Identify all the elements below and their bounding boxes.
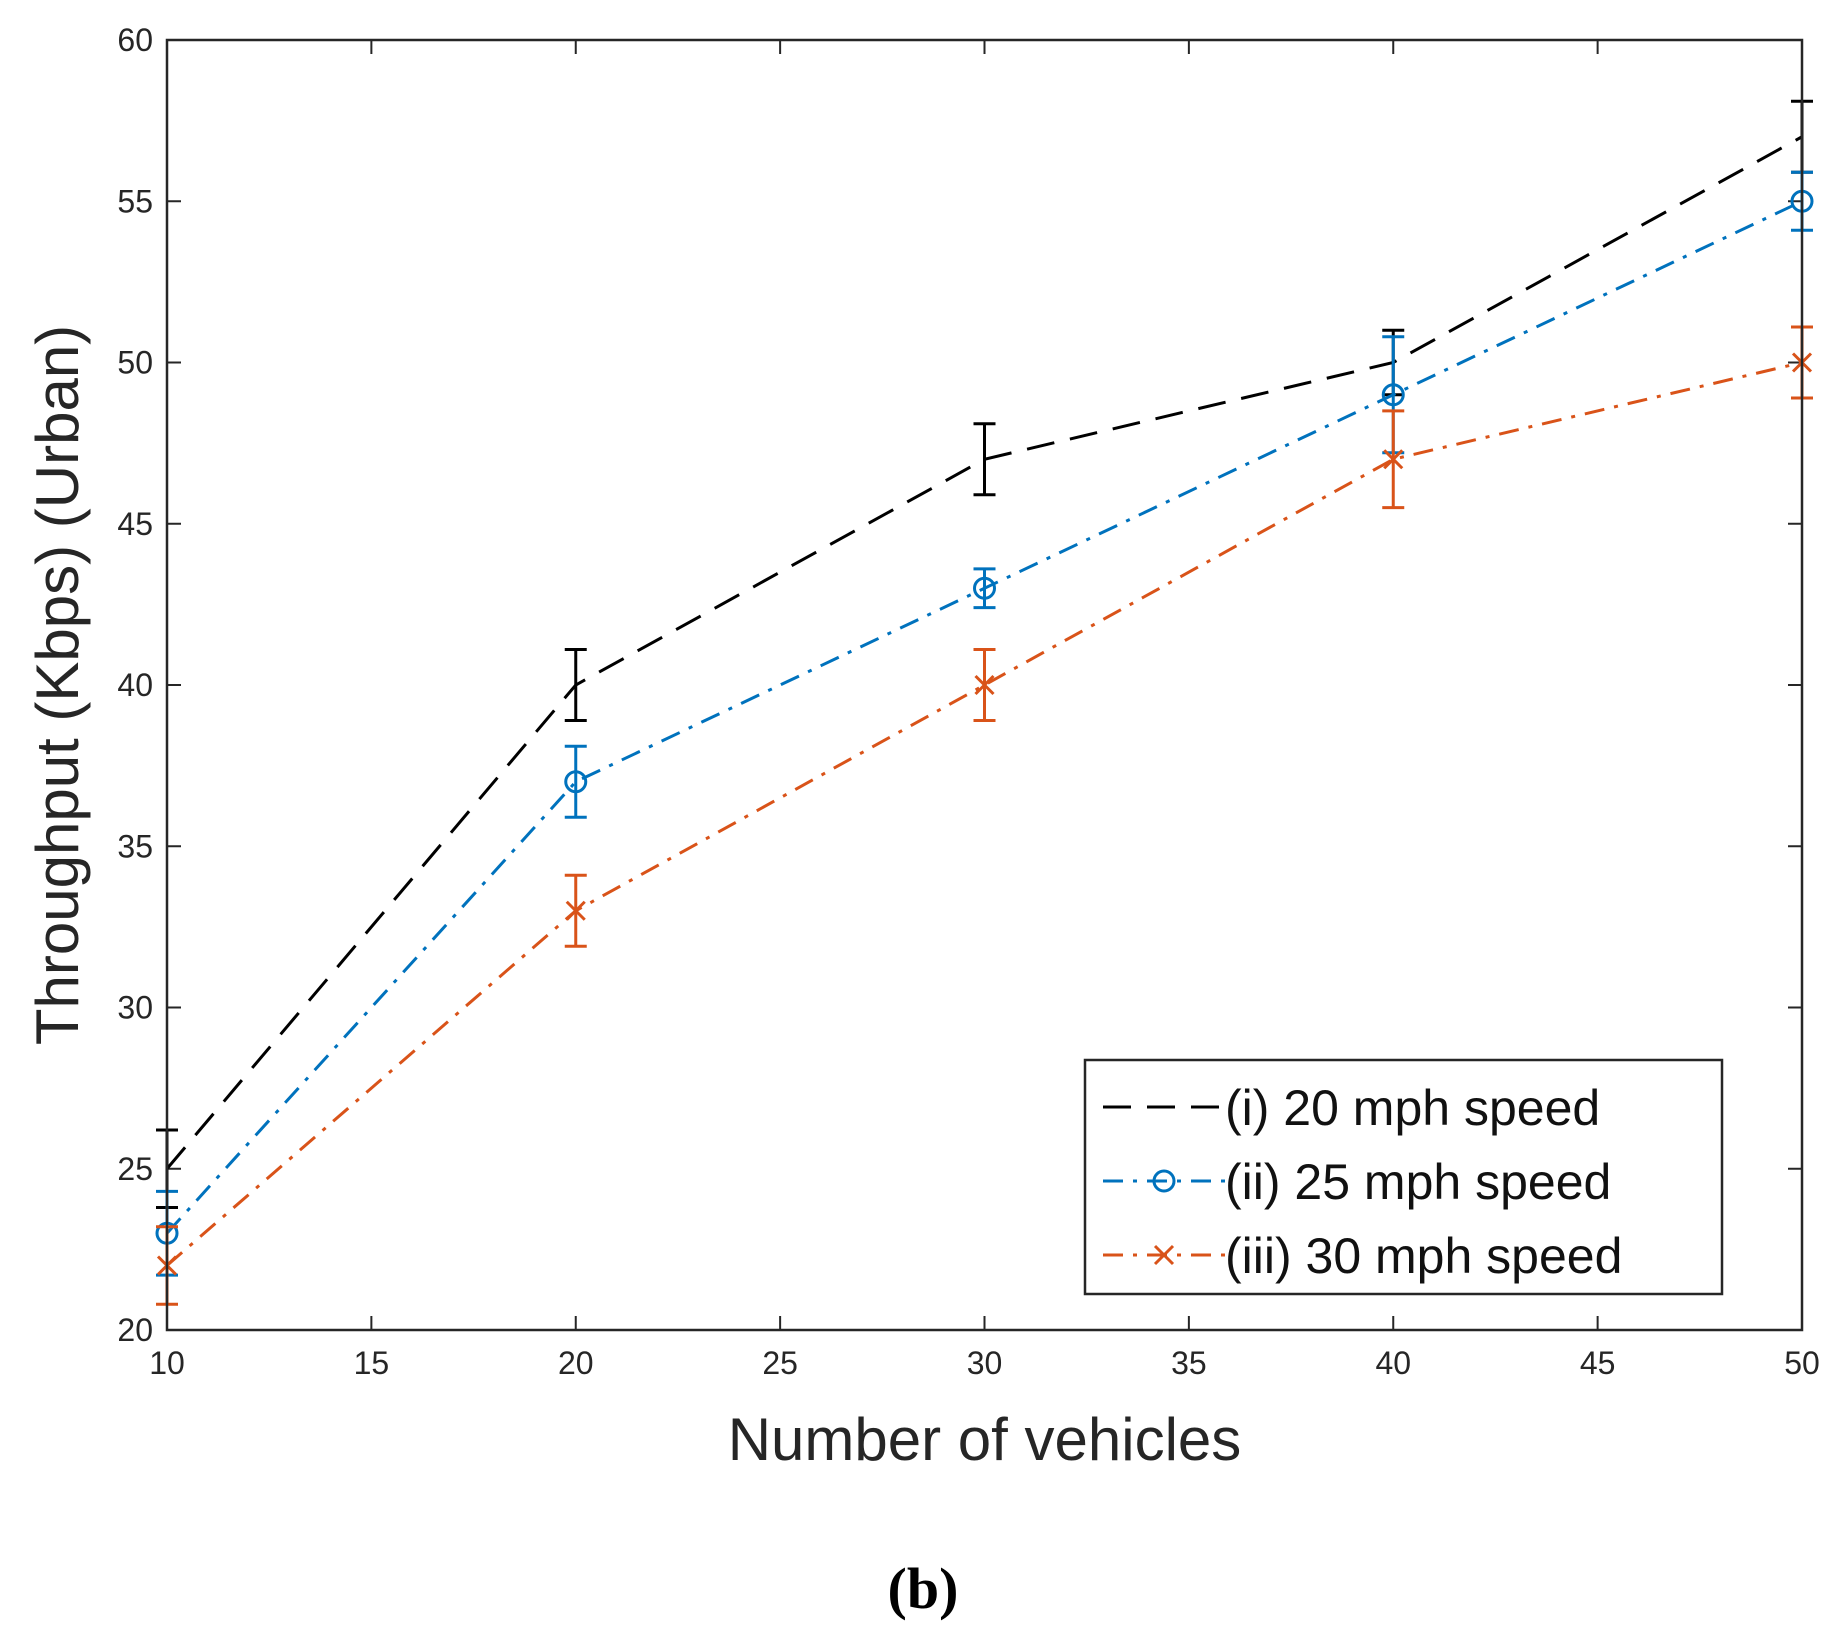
legend-item: (i) 20 mph speed (1103, 1080, 1600, 1136)
error-bar (564, 744, 587, 819)
y-tick-label: 20 (117, 1312, 153, 1348)
y-tick-label: 35 (117, 828, 153, 864)
legend-marker (1152, 1169, 1176, 1193)
x-tick-label: 10 (149, 1345, 185, 1381)
plot-area-frame (165, 38, 1804, 1332)
data-point (1383, 449, 1404, 470)
y-tick-label: 25 (117, 1151, 153, 1187)
x-tick-label: 45 (1580, 1345, 1616, 1381)
legend: (i) 20 mph speed (ii) 25 mph speed (iii) 3… (1083, 1058, 1724, 1296)
x-tick-label: 20 (558, 1345, 594, 1381)
y-tick-label: 40 (117, 667, 153, 703)
error-bar (973, 567, 996, 610)
throughput-chart: 10 15 20 25 30 35 40 45 50 20 25 30 35 40 45 50 55 60 Nu… (24, 22, 1820, 1473)
x-tick-label: 15 (354, 1345, 390, 1381)
y-tick-label: 50 (117, 345, 153, 381)
legend-label: (ii) 25 mph speed (1225, 1154, 1611, 1210)
y-tick-label: 30 (117, 990, 153, 1026)
panel-label: (b) (887, 1556, 959, 1621)
y-tick-label: 60 (117, 22, 153, 58)
legend-label: (i) 20 mph speed (1225, 1080, 1600, 1136)
x-axis-title: Number of vehicles (728, 1406, 1242, 1473)
y-axis-title: Throughput (Kbps) (Urban) (24, 325, 91, 1045)
y-tick-label: 55 (117, 183, 153, 219)
series-line (166, 361, 1803, 1267)
x-tick-label: 50 (1784, 1345, 1820, 1381)
data-point (1381, 383, 1405, 407)
x-tick-label: 30 (967, 1345, 1003, 1381)
x-tick-label: 35 (1171, 1345, 1207, 1381)
data-point (564, 770, 588, 794)
data-point (565, 900, 586, 921)
error-bar (973, 422, 996, 497)
data-point (974, 674, 995, 696)
x-tick-label: 25 (762, 1345, 798, 1381)
legend-marker (1153, 1244, 1175, 1266)
data-point (973, 576, 996, 600)
legend-label: (iii) 30 mph speed (1225, 1228, 1622, 1284)
y-tick-label: 45 (117, 506, 153, 542)
legend-item: (ii) 25 mph speed (1103, 1154, 1611, 1210)
x-tick-labels: 10 15 20 25 30 35 40 45 50 (149, 1345, 1820, 1381)
error-bar (564, 648, 587, 722)
y-tick-labels: 20 25 30 35 40 45 50 55 60 (117, 22, 153, 1348)
x-tick-label: 40 (1375, 1345, 1411, 1381)
legend-item: (iii) 30 mph speed (1103, 1228, 1622, 1284)
